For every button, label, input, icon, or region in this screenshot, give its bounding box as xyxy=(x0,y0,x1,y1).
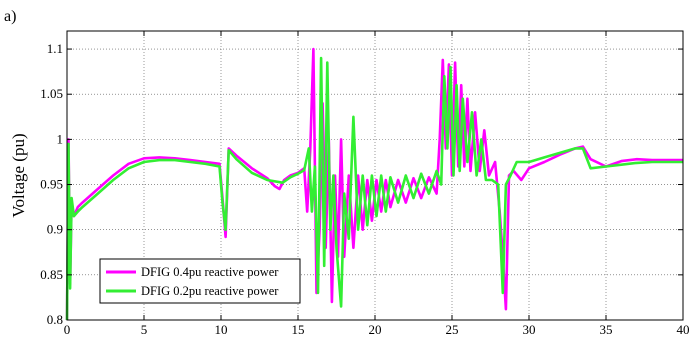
x-tick-label: 25 xyxy=(446,322,459,337)
x-tick-label: 40 xyxy=(677,322,690,337)
y-tick-label: 0.9 xyxy=(47,222,63,237)
series-lines xyxy=(65,47,683,321)
legend-box xyxy=(99,258,301,304)
y-tick-label: 1.1 xyxy=(47,41,63,56)
x-tick-label: 35 xyxy=(600,322,613,337)
legend: DFIG 0.4pu reactive power DFIG 0.2pu reac… xyxy=(99,258,301,304)
legend-entry: DFIG 0.4pu reactive power xyxy=(141,265,279,279)
legend-entry: DFIG 0.2pu reactive power xyxy=(141,284,279,298)
axis-ticks: 0 5 10 15 20 25 30 35 40 0.8 0.85 0.9 0.95 1 1.05 1.1 xyxy=(40,31,690,337)
x-tick-label: 30 xyxy=(523,322,536,337)
y-axis-label: Voltage (pu) xyxy=(9,133,28,217)
panel-label: a) xyxy=(4,8,16,25)
y-tick-label: 0.8 xyxy=(47,312,63,327)
x-tick-label: 15 xyxy=(292,322,305,337)
x-tick-label: 5 xyxy=(141,322,148,337)
y-tick-label: 0.85 xyxy=(40,267,63,282)
x-tick-label: 0 xyxy=(64,322,71,337)
series-line-2 xyxy=(65,56,683,321)
y-tick-label: 1 xyxy=(57,131,64,146)
y-tick-label: 0.95 xyxy=(40,177,63,192)
y-tick-label: 1.05 xyxy=(40,86,63,101)
x-tick-label: 10 xyxy=(215,322,228,337)
x-tick-label: 20 xyxy=(369,322,382,337)
